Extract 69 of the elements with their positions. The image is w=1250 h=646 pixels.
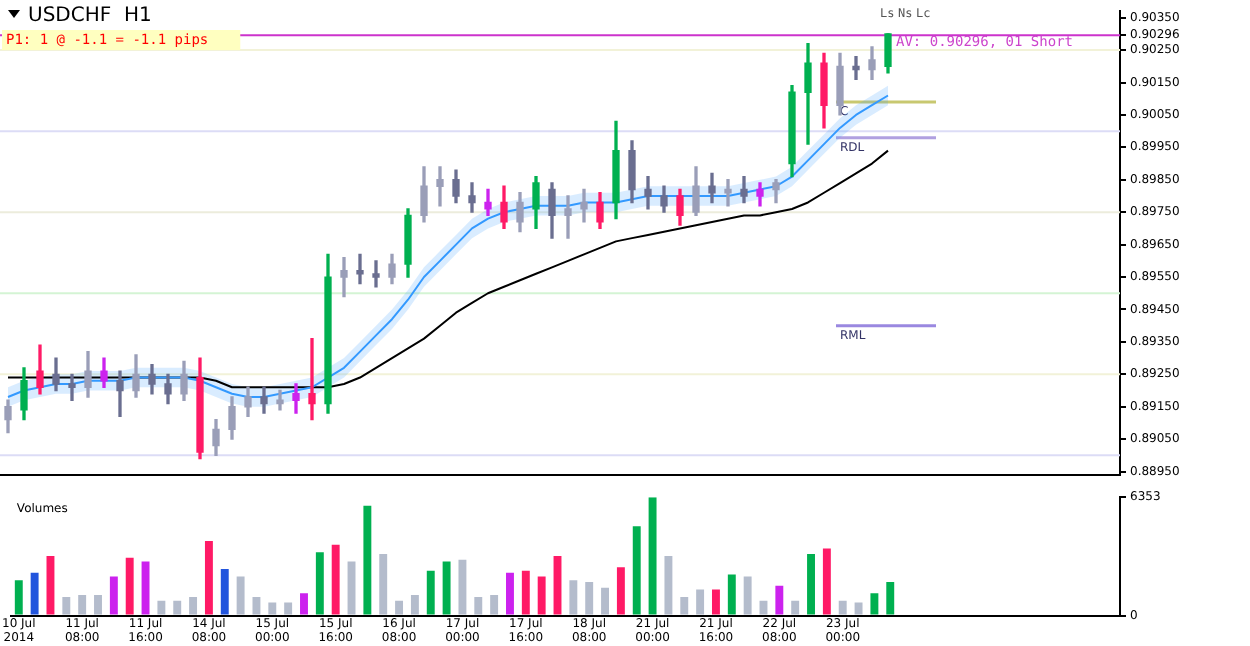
bar [632, 526, 641, 615]
bar [189, 596, 198, 615]
candlestick [276, 389, 284, 411]
bar [78, 595, 87, 615]
bar [854, 602, 863, 615]
bar [648, 497, 657, 615]
bar [791, 600, 800, 615]
bar [379, 554, 388, 615]
bar [490, 595, 499, 615]
candlestick [580, 188, 588, 223]
bar [807, 554, 815, 615]
bar [822, 548, 831, 615]
bar [585, 582, 594, 615]
bar [62, 596, 71, 615]
bar [315, 552, 324, 615]
bar [141, 561, 150, 615]
bar [395, 600, 404, 615]
bar [458, 559, 467, 615]
bar [173, 600, 182, 615]
bar [727, 574, 736, 615]
bar [268, 602, 277, 615]
bar [743, 576, 752, 615]
bar [886, 582, 895, 615]
bar [14, 580, 23, 615]
candlestick [436, 166, 444, 207]
bar [125, 557, 134, 615]
bar [521, 570, 530, 615]
bar [601, 587, 609, 615]
bar [284, 602, 293, 615]
bar [775, 585, 784, 615]
bar [30, 572, 39, 615]
bar [537, 576, 546, 615]
candlestick [292, 383, 300, 414]
candlestick [68, 373, 76, 401]
candlestick [340, 256, 348, 298]
candlestick [564, 195, 572, 239]
bar [711, 589, 720, 615]
bar [442, 561, 451, 615]
candlestick [308, 337, 316, 421]
bar [220, 569, 229, 615]
bar [204, 541, 213, 615]
bar [331, 544, 340, 615]
bar [838, 600, 847, 615]
candlestick [852, 55, 860, 80]
candlestick [356, 253, 364, 285]
bar [252, 596, 261, 615]
candlestick [116, 370, 124, 418]
chart-title: USDCHF H1 [28, 5, 152, 28]
bar [616, 567, 625, 615]
candlestick [644, 175, 652, 210]
bar [474, 596, 483, 615]
bar [664, 555, 673, 615]
candlestick [468, 182, 476, 213]
bar [506, 572, 514, 615]
bar [236, 576, 245, 615]
bar [870, 593, 879, 615]
bar [569, 580, 578, 615]
bar [410, 595, 419, 615]
bar [94, 595, 102, 615]
bar [363, 505, 372, 615]
candlestick [724, 179, 732, 207]
bar [109, 576, 118, 615]
bar [426, 570, 435, 615]
bar [157, 600, 166, 615]
bar [680, 596, 689, 615]
bar [300, 593, 308, 615]
candlestick [708, 172, 716, 204]
candlestick [372, 260, 380, 288]
bar [696, 589, 705, 615]
